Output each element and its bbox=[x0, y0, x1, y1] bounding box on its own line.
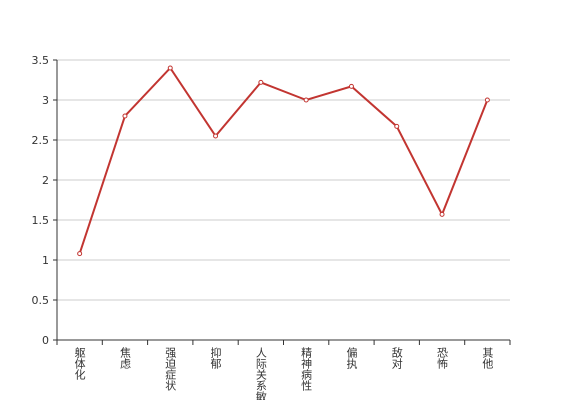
y-tick-label: 2.5 bbox=[32, 134, 50, 147]
y-tick-label: 0.5 bbox=[32, 294, 50, 307]
x-tick-label: 恐怖 bbox=[436, 347, 449, 369]
x-tick-label: 偏执 bbox=[345, 346, 358, 370]
point bbox=[77, 251, 83, 257]
point bbox=[394, 123, 400, 129]
x-tick-label: 其他 bbox=[481, 347, 494, 369]
point bbox=[167, 65, 173, 71]
y-tick-label: 1.5 bbox=[32, 214, 50, 227]
point bbox=[439, 211, 445, 217]
point bbox=[258, 79, 264, 85]
point bbox=[213, 133, 219, 139]
y-tick-label: 3.5 bbox=[32, 54, 50, 67]
x-tick-label: 抑郁 bbox=[209, 346, 222, 369]
point bbox=[122, 113, 128, 119]
point bbox=[348, 83, 354, 89]
x-tick-label: 精神病性 bbox=[300, 347, 313, 392]
y-tick-label: 3 bbox=[42, 94, 49, 107]
y-tick-label: 1 bbox=[42, 254, 49, 267]
point bbox=[484, 97, 490, 103]
x-tick-label: 躯体化 bbox=[73, 347, 86, 381]
x-tick-label: 人际关系敏感 bbox=[254, 347, 267, 400]
point bbox=[303, 97, 309, 103]
y-tick-label: 0 bbox=[42, 334, 49, 347]
y-tick-label: 2 bbox=[42, 174, 49, 187]
x-tick-label: 强迫症状 bbox=[164, 347, 177, 391]
x-tick-label: 敌对 bbox=[390, 346, 403, 369]
x-tick-label: 焦虑 bbox=[118, 347, 131, 369]
line bbox=[78, 66, 489, 254]
